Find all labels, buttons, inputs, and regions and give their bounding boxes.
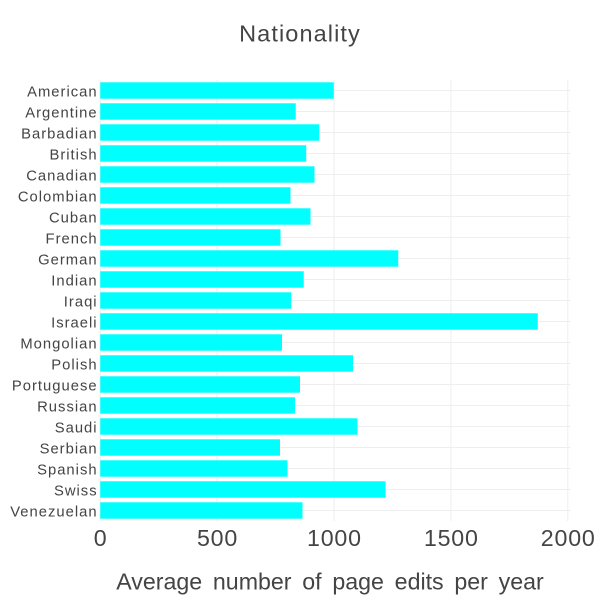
svg-text:1500: 1500 <box>424 525 479 551</box>
svg-text:1000: 1000 <box>307 525 362 551</box>
svg-text:Saudi: Saudi <box>55 421 98 437</box>
svg-text:Nationality: Nationality <box>239 21 361 47</box>
svg-text:Swiss: Swiss <box>54 484 98 500</box>
svg-text:Spanish: Spanish <box>37 463 97 479</box>
svg-text:Israeli: Israeli <box>51 316 97 332</box>
svg-text:Colombian: Colombian <box>18 190 98 206</box>
svg-text:British: British <box>49 148 97 164</box>
svg-text:2000: 2000 <box>541 525 596 551</box>
svg-text:Polish: Polish <box>51 358 97 374</box>
svg-text:500: 500 <box>197 525 238 551</box>
svg-text:Average number of page edits p: Average number of page edits per year <box>116 568 544 594</box>
svg-text:0: 0 <box>94 525 108 551</box>
svg-text:Barbadian: Barbadian <box>21 127 97 143</box>
svg-text:Mongolian: Mongolian <box>20 337 97 353</box>
svg-text:Argentine: Argentine <box>25 106 97 122</box>
svg-text:American: American <box>27 85 98 101</box>
svg-text:Canadian: Canadian <box>26 169 97 185</box>
svg-text:Portuguese: Portuguese <box>12 379 98 395</box>
svg-text:German: German <box>38 253 97 269</box>
svg-text:French: French <box>46 232 98 248</box>
svg-text:Russian: Russian <box>37 400 97 416</box>
svg-text:Indian: Indian <box>51 274 97 290</box>
svg-text:Venezuelan: Venezuelan <box>10 505 97 521</box>
svg-text:Cuban: Cuban <box>49 211 98 227</box>
svg-text:Iraqi: Iraqi <box>64 295 98 311</box>
svg-text:Serbian: Serbian <box>40 442 98 458</box>
